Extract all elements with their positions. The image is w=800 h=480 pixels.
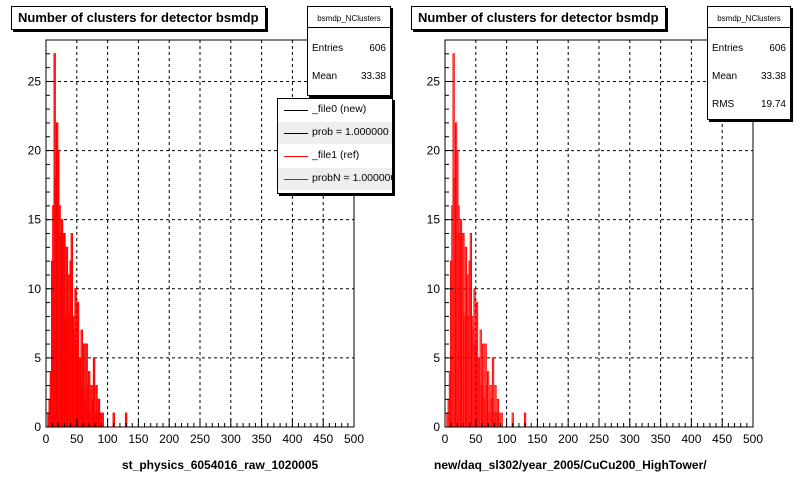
y-tick-label: 5	[433, 351, 440, 365]
x-tick-label: 350	[651, 432, 671, 446]
right-stats-rms-label: RMS	[712, 99, 735, 110]
right-panel: 0 50 100 150 200 250 300 350 400 450 500 0 5 10 15 20 25…	[400, 0, 800, 480]
left-panel: 0 50 100 150 200 250 300 350 400 450 500 0 5 10 15 20 25…	[11, 6, 393, 472]
y-tick-label: 10	[427, 282, 441, 296]
x-tick-label: 50	[70, 432, 84, 446]
left-x-axis-title: st_physics_6054016_raw_1020005	[122, 458, 319, 472]
left-stats-mean-label: Mean	[312, 71, 338, 82]
x-tick-label: 0	[442, 432, 449, 446]
y-tick-label: 25	[28, 74, 42, 88]
left-histogram-plot: 0 50 100 150 200 250 300 350 400 450 500 0 5 10 15 20 25	[28, 39, 364, 446]
left-stats-entries-label: Entries	[312, 43, 344, 54]
x-tick-label: 300	[620, 432, 640, 446]
x-tick-label: 150	[527, 432, 547, 446]
x-tick-label: 100	[497, 432, 517, 446]
left-stats-entries-row: Entries 606	[312, 43, 386, 57]
right-stats-box: bsmdp_NClusters Entries 606 Mean 33.38 R…	[707, 6, 791, 120]
right-stats-name: bsmdp_NClusters	[708, 7, 790, 28]
histogram-bin	[99, 412, 102, 428]
x-tick-label: 450	[313, 432, 333, 446]
y-tick-label: 0	[433, 420, 440, 434]
legend-line-file1	[284, 156, 308, 157]
right-stats-mean-row: Mean 33.38	[712, 71, 786, 85]
x-tick-label: 400	[282, 432, 302, 446]
x-tick-label: 250	[589, 432, 609, 446]
legend-line-file0	[284, 110, 308, 111]
y-tick-label: 5	[34, 351, 41, 365]
left-stats-mean-row: Mean 33.38	[312, 71, 386, 85]
y-tick-label: 15	[28, 213, 42, 227]
right-x-axis-title: new/daq_sl302/year_2005/CuCu200_HighTowe…	[434, 458, 707, 472]
legend-line-prob	[284, 133, 308, 134]
x-tick-label: 150	[128, 432, 148, 446]
x-tick-label: 250	[190, 432, 210, 446]
legend-label-probn: probN = 1.000000	[312, 172, 393, 184]
x-tick-label: 200	[159, 432, 179, 446]
x-tick-label: 0	[43, 432, 50, 446]
legend-label-file0: _file0 (new)	[312, 103, 367, 115]
right-stats-entries-label: Entries	[712, 43, 744, 54]
left-stats-name: bsmdp_NClusters	[308, 7, 390, 28]
y-tick-label: 20	[28, 144, 42, 158]
right-stats-rms-row: RMS 19.74	[712, 99, 786, 113]
x-tick-label: 350	[252, 432, 272, 446]
right-stats-rms-value: 19.74	[760, 99, 786, 110]
right-stats-entries-row: Entries 606	[712, 43, 786, 57]
y-tick-label: 15	[427, 213, 441, 227]
left-stats-entries-value: 606	[369, 43, 386, 54]
histogram-bin	[498, 412, 501, 428]
left-stats-box: bsmdp_NClusters Entries 606 Mean 33.38	[307, 6, 391, 96]
right-stats-mean-label: Mean	[712, 71, 738, 82]
right-stats-entries-value: 606	[769, 43, 786, 54]
y-tick-label: 0	[34, 420, 41, 434]
histogram-bin	[101, 412, 104, 428]
right-plot-title: Number of clusters for detector bsmdp	[411, 6, 666, 30]
histogram-bin	[500, 412, 503, 428]
legend-label-prob: prob = 1.000000	[312, 126, 389, 138]
legend-line-probn	[284, 179, 308, 180]
x-tick-label: 400	[681, 432, 701, 446]
y-tick-label: 10	[28, 282, 42, 296]
legend-entry-file0: _file0 (new)	[278, 99, 392, 121]
left-stats-mean-value: 33.38	[360, 71, 386, 82]
left-plot-title: Number of clusters for detector bsmdp	[11, 6, 266, 30]
x-tick-label: 300	[221, 432, 241, 446]
right-stats-mean-value: 33.38	[760, 71, 786, 82]
x-tick-label: 500	[344, 432, 364, 446]
x-tick-label: 450	[712, 432, 732, 446]
x-tick-label: 500	[743, 432, 763, 446]
x-tick-label: 50	[469, 432, 483, 446]
x-tick-label: 200	[558, 432, 578, 446]
legend-entry-file1: _file1 (ref)	[278, 145, 392, 167]
x-tick-label: 100	[98, 432, 118, 446]
legend-entry-probn: probN = 1.000000	[278, 168, 392, 190]
legend-label-file1: _file1 (ref)	[312, 149, 360, 161]
legend-entry-prob: prob = 1.000000	[278, 122, 392, 144]
left-legend: _file0 (new) prob = 1.000000 _file1 (ref…	[277, 98, 393, 194]
right-histogram-plot: 0 50 100 150 200 250 300 350 400 450 500 0 5 10 15 20 25	[427, 39, 763, 446]
y-tick-label: 25	[427, 74, 441, 88]
y-tick-label: 20	[427, 144, 441, 158]
